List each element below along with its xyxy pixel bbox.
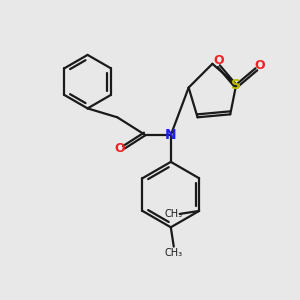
Text: CH₃: CH₃ bbox=[165, 248, 183, 258]
Text: O: O bbox=[255, 59, 265, 72]
Text: O: O bbox=[114, 142, 125, 155]
Text: O: O bbox=[213, 54, 224, 67]
Text: S: S bbox=[231, 78, 241, 92]
Text: N: N bbox=[165, 128, 177, 142]
Text: CH₃: CH₃ bbox=[164, 209, 182, 219]
